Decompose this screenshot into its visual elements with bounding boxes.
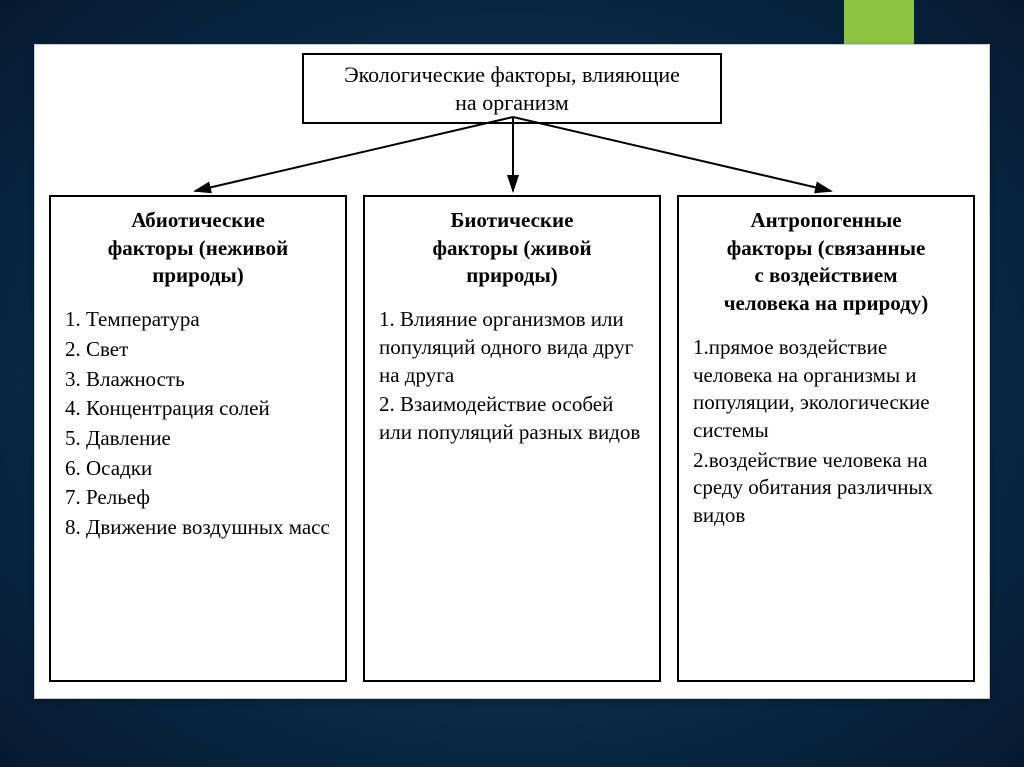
column-anthropogenic: Антропогенные факторы (связанные с возде…	[677, 195, 975, 682]
list-item: 1.прямое воздействие человека на организ…	[693, 334, 959, 445]
head-line: человека на природу)	[724, 291, 929, 315]
title-line2: на организм	[455, 90, 569, 115]
column-biotic: Биотические факторы (живой природы) 1. В…	[363, 195, 661, 682]
list-item: 1. Влияние организмов или популяций одно…	[379, 306, 645, 389]
head-line: Биотические	[451, 208, 574, 232]
list-item: 2.воздействие человека на среду обитания…	[693, 447, 959, 530]
columns-container: Абиотические факторы (неживой природы) 1…	[49, 195, 975, 682]
column-head-anthropogenic: Антропогенные факторы (связанные с возде…	[693, 207, 959, 318]
list-item: 3. Влажность	[65, 366, 331, 394]
title-line1: Экологические факторы, влияющие	[344, 62, 680, 87]
head-line: Абиотические	[131, 208, 265, 232]
head-line: факторы (связанные	[727, 236, 926, 260]
column-head-abiotic: Абиотические факторы (неживой природы)	[65, 207, 331, 290]
list-item: 6. Осадки	[65, 455, 331, 483]
head-line: природы)	[152, 263, 243, 287]
list-item: 5. Давление	[65, 425, 331, 453]
diagram-panel: Экологические факторы, влияющие на орган…	[34, 44, 990, 699]
head-line: факторы (неживой	[108, 236, 289, 260]
list-item: 4. Концентрация солей	[65, 395, 331, 423]
list-item: 2. Свет	[65, 336, 331, 364]
list-item: 7. Рельеф	[65, 484, 331, 512]
head-line: с воздействием	[754, 263, 897, 287]
head-line: Антропогенные	[750, 208, 901, 232]
list-item: 2. Взаимодействие особей или популяций р…	[379, 391, 645, 446]
list-item: 1. Температура	[65, 306, 331, 334]
list-item: 8. Движение воздушных масс	[65, 514, 331, 542]
head-line: природы)	[466, 263, 557, 287]
title-box: Экологические факторы, влияющие на орган…	[302, 53, 722, 124]
accent-square	[844, 0, 914, 46]
column-abiotic: Абиотические факторы (неживой природы) 1…	[49, 195, 347, 682]
column-head-biotic: Биотические факторы (живой природы)	[379, 207, 645, 290]
head-line: факторы (живой	[432, 236, 591, 260]
